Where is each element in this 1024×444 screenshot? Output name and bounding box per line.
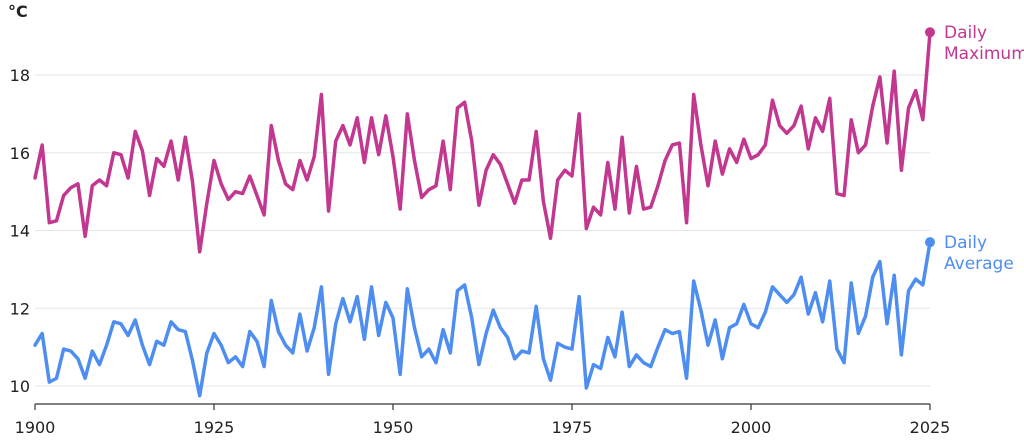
y-tick-label: 12 <box>10 299 30 318</box>
y-axis-unit-label: °C <box>8 2 28 21</box>
daily-maximum-line <box>33 30 932 254</box>
y-tick-label: 10 <box>10 377 30 396</box>
x-tick-label: 2000 <box>731 418 772 437</box>
x-tick-label: 2025 <box>910 418 951 437</box>
daily-average-line <box>33 240 932 398</box>
y-tick-label: 18 <box>10 66 30 85</box>
gridlines: 10 12 14 16 18 <box>10 66 930 396</box>
daily-maximum-label: Daily Maximum <box>944 23 1024 64</box>
x-tick-label: 1925 <box>194 418 235 437</box>
daily-maximum-end-point <box>925 27 935 38</box>
series-labels: Daily Maximum Daily Average <box>944 23 1024 274</box>
y-tick-label: 14 <box>10 222 30 241</box>
x-tick-label: 1900 <box>15 418 56 437</box>
series-lines <box>33 27 935 398</box>
daily-average-end-point <box>925 237 935 248</box>
daily-average-label: Daily Average <box>944 233 1014 274</box>
y-tick-label: 16 <box>10 144 30 163</box>
x-tick-label: 1950 <box>373 418 414 437</box>
x-axis: 1900 1925 1950 1975 2000 2025 <box>15 403 951 437</box>
x-tick-label: 1975 <box>552 418 593 437</box>
